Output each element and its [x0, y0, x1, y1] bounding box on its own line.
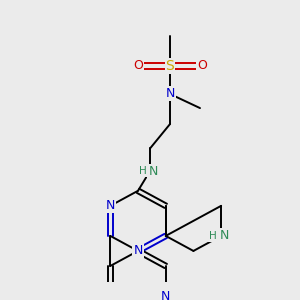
Text: O: O [133, 59, 143, 72]
Text: O: O [197, 59, 207, 72]
Text: N: N [133, 244, 143, 257]
Text: H: H [139, 166, 147, 176]
Text: N: N [220, 230, 229, 242]
Text: N: N [106, 199, 115, 212]
Text: S: S [166, 59, 174, 73]
Text: H: H [209, 231, 217, 241]
Text: N: N [148, 164, 158, 178]
Text: N: N [161, 290, 170, 300]
Text: N: N [165, 88, 175, 100]
